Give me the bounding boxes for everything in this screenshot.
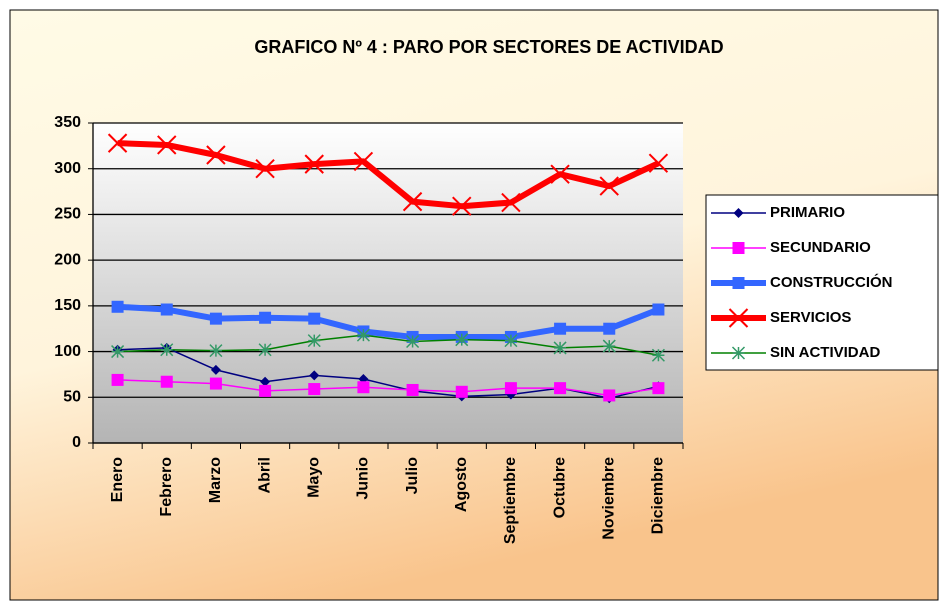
point-marker: [260, 376, 271, 387]
legend-marker: [731, 346, 746, 360]
point-marker: [160, 343, 174, 357]
series-line: [117, 140, 660, 210]
y-tick-label: 50: [63, 389, 81, 406]
point-marker: [452, 196, 472, 216]
legend-label: PRIMARIO: [770, 204, 845, 221]
legend-label: CONSTRUCCIÓN: [770, 273, 893, 291]
point-marker: [111, 300, 124, 313]
x-tick-label: Junio: [355, 457, 372, 500]
series-line: [117, 379, 659, 397]
legend-label: SIN ACTIVIDAD: [770, 344, 880, 361]
point-marker: [603, 389, 616, 402]
y-tick-label: 0: [72, 434, 81, 451]
y-tick-label: 300: [54, 160, 81, 177]
legend-marker: [728, 308, 749, 328]
series-line: [117, 334, 659, 356]
point-marker: [107, 133, 128, 153]
point-marker: [652, 303, 665, 316]
point-marker: [406, 334, 420, 349]
point-marker: [554, 322, 567, 335]
x-tick-label: Enero: [109, 457, 126, 503]
x-tick-label: Diciembre: [650, 457, 667, 534]
point-marker: [259, 311, 272, 324]
point-marker: [501, 192, 521, 213]
point-marker: [258, 343, 272, 357]
point-marker: [209, 377, 222, 390]
point-marker: [160, 303, 173, 316]
point-marker: [455, 385, 468, 398]
y-tick-label: 250: [54, 206, 81, 223]
series-line: [117, 303, 660, 340]
point-marker: [648, 153, 669, 173]
point-marker: [160, 375, 173, 388]
point-marker: [308, 312, 321, 325]
x-tick-label: Octubre: [551, 457, 568, 518]
point-marker: [308, 383, 321, 396]
point-marker: [157, 135, 177, 155]
legend-marker: [732, 242, 745, 254]
y-tick-label: 200: [54, 251, 81, 268]
y-tick-label: 100: [54, 343, 81, 360]
y-tick-label: 150: [54, 297, 81, 314]
point-marker: [402, 191, 423, 212]
x-tick-label: Abril: [256, 457, 273, 493]
point-marker: [209, 344, 223, 358]
legend-label: SECUNDARIO: [770, 239, 871, 256]
point-marker: [209, 312, 222, 325]
y-tick-label: 350: [54, 114, 81, 131]
legend-marker: [733, 208, 744, 218]
point-marker: [357, 381, 370, 394]
x-tick-label: Marzo: [207, 457, 224, 503]
x-tick-label: Mayo: [305, 457, 322, 498]
x-tick-label: Agosto: [453, 457, 470, 512]
point-marker: [304, 154, 324, 174]
x-tick-label: Febrero: [158, 457, 175, 517]
point-marker: [553, 341, 567, 355]
plot-area: [93, 123, 683, 443]
point-marker: [651, 348, 665, 362]
point-marker: [504, 334, 518, 348]
chart-title: GRAFICO Nº 4 : PARO POR SECTORES DE ACTI…: [254, 37, 723, 57]
x-tick-label: Septiembre: [502, 457, 519, 544]
point-marker: [111, 345, 125, 359]
point-marker: [356, 328, 370, 342]
point-marker: [406, 383, 419, 396]
x-tick-label: Julio: [404, 457, 421, 495]
point-marker: [652, 382, 665, 395]
legend-label: SERVICIOS: [770, 309, 851, 326]
point-marker: [550, 164, 570, 184]
point-marker: [307, 334, 321, 348]
point-marker: [599, 176, 619, 196]
point-marker: [309, 370, 320, 381]
point-marker: [554, 382, 567, 395]
point-marker: [504, 382, 517, 395]
point-marker: [259, 384, 272, 397]
point-marker: [111, 373, 124, 386]
point-marker: [455, 333, 469, 347]
point-marker: [603, 322, 616, 335]
x-tick-label: Noviembre: [600, 457, 617, 540]
point-marker: [353, 151, 374, 172]
point-marker: [255, 159, 275, 179]
legend-marker: [732, 277, 745, 289]
point-marker: [602, 339, 616, 353]
point-marker: [206, 145, 226, 165]
point-marker: [210, 364, 221, 375]
